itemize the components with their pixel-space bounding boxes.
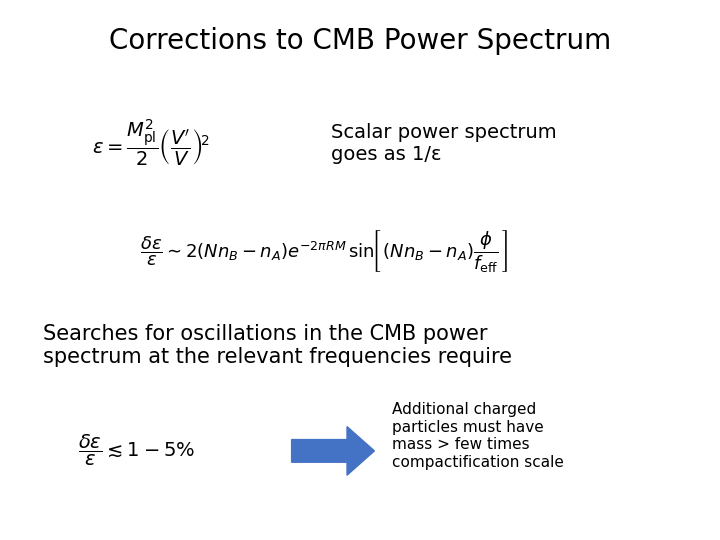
Text: $\epsilon = \dfrac{M_{\mathrm{pl}}^2}{2}\left(\dfrac{V'}{V}\right)^{\!2}$: $\epsilon = \dfrac{M_{\mathrm{pl}}^2}{2}…	[92, 118, 210, 168]
Text: Additional charged
particles must have
mass > few times
compactification scale: Additional charged particles must have m…	[392, 402, 564, 469]
Text: $\dfrac{\delta\epsilon}{\epsilon} \sim 2(Nn_B - n_A)e^{-2\pi RM}\,\mathrm{sin}\!: $\dfrac{\delta\epsilon}{\epsilon} \sim 2…	[140, 228, 508, 274]
Text: Scalar power spectrum
goes as 1/ε: Scalar power spectrum goes as 1/ε	[331, 123, 557, 164]
Text: $\dfrac{\delta\epsilon}{\epsilon} \lesssim 1 - 5\%$: $\dfrac{\delta\epsilon}{\epsilon} \lesss…	[78, 434, 195, 468]
Text: Searches for oscillations in the CMB power
spectrum at the relevant frequencies : Searches for oscillations in the CMB pow…	[43, 324, 512, 367]
Text: Corrections to CMB Power Spectrum: Corrections to CMB Power Spectrum	[109, 27, 611, 55]
FancyArrow shape	[292, 427, 374, 475]
